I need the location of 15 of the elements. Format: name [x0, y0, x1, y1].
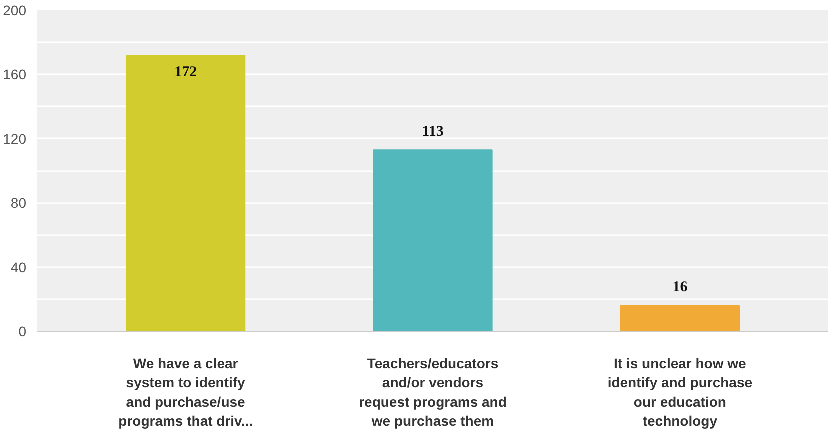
y-tick-label: 80 — [10, 195, 27, 212]
bar — [620, 305, 740, 332]
y-tick-label: 200 — [3, 2, 27, 18]
y-tick-label: 0 — [18, 324, 27, 340]
x-tick-label: Teachers/educators and/or vendors request programs and we purchase them — [359, 356, 507, 430]
y-tick-label: 120 — [3, 130, 27, 147]
y-tick-label: 40 — [10, 259, 27, 276]
data-label: 172 — [174, 64, 198, 80]
data-label: 16 — [672, 280, 688, 296]
x-tick-label: We have a clear system to identify and purchase/use programs that driv... — [118, 356, 253, 430]
bar — [126, 54, 246, 332]
y-tick-label: 160 — [3, 66, 27, 83]
bar — [373, 150, 493, 332]
data-label: 113 — [422, 124, 444, 140]
x-tick-label: It is unclear how we identify and purchase our education technology — [608, 356, 753, 430]
